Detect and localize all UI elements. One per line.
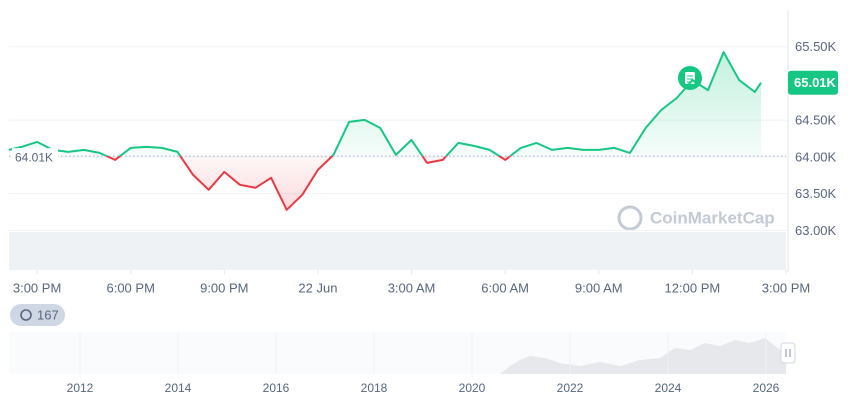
current-price-tag	[788, 70, 838, 95]
x-tick-label: 3:00 AM	[388, 280, 436, 295]
x-tick-label: 22 Jun	[298, 280, 337, 295]
watermark: CoinMarketCap	[617, 205, 775, 231]
history-badge[interactable]: 167	[10, 304, 65, 326]
navigator-tick-label: 2016	[263, 381, 290, 395]
x-tick-label: 6:00 PM	[106, 280, 154, 295]
price-line	[8, 51, 762, 211]
x-tick-label: 9:00 AM	[575, 280, 623, 295]
navigator-area	[500, 338, 786, 374]
navigator-tick-label: 2014	[165, 381, 192, 395]
badge-text: 167	[37, 307, 59, 322]
volume-strip	[9, 232, 786, 270]
y-tick-label: 64.50K	[795, 113, 837, 128]
price-area	[9, 52, 761, 210]
x-tick-label: 6:00 AM	[481, 280, 529, 295]
navigator-tick-label: 2026	[753, 381, 780, 395]
baseline-label-bg	[12, 148, 58, 165]
navigator-tick-label: 2020	[459, 381, 486, 395]
navigator-tick-label: 2024	[655, 381, 682, 395]
watermark-text: CoinMarketCap	[650, 208, 775, 227]
x-tick-label: 9:00 PM	[200, 280, 248, 295]
navigator-tick-label: 2022	[557, 381, 584, 395]
y-tick-label: 63.50K	[795, 186, 837, 201]
y-tick-label: 65.50K	[795, 39, 837, 54]
x-tick-label: 12:00 PM	[665, 280, 721, 295]
navigator-tick-label: 2012	[67, 381, 94, 395]
y-tick-label: 64.00K	[795, 149, 837, 164]
x-tick-label: 3:00 PM	[762, 280, 810, 295]
x-tick-label: 3:00 PM	[13, 280, 61, 295]
current-price-label: 65.01K	[794, 75, 837, 90]
baseline-label: 64.01K	[15, 150, 53, 164]
navigator-tick-label: 2018	[361, 381, 388, 395]
y-tick-label: 63.00K	[795, 223, 837, 238]
navigator-handle[interactable]	[780, 342, 796, 364]
